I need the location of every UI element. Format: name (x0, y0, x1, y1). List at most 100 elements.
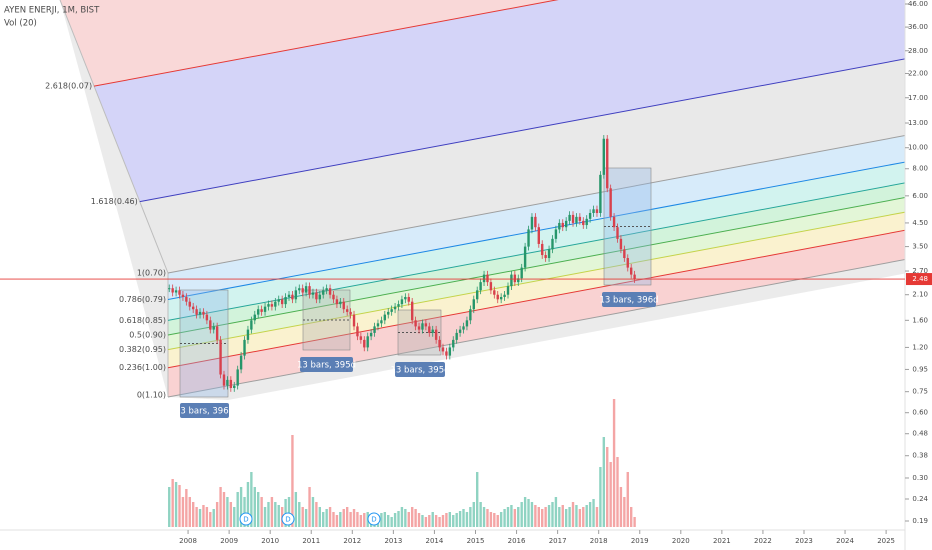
candle-body (352, 314, 356, 327)
candle-body (568, 214, 571, 221)
volume-bar (250, 472, 253, 527)
candle-body (315, 292, 318, 300)
candle-body (530, 216, 534, 230)
candle-body (513, 274, 517, 283)
last-price-bg (906, 273, 932, 286)
volume-bar (349, 512, 352, 527)
volume-bar (287, 497, 291, 527)
fib-band (168, 212, 905, 368)
dividend-label: D (371, 516, 376, 524)
volume-bar (434, 515, 438, 527)
last-price-label: 2.48 (912, 275, 928, 283)
volume-bar (322, 512, 325, 527)
candle-body (578, 216, 582, 221)
candle-body (588, 213, 592, 219)
fib-line (167, 229, 905, 369)
volume-bar (239, 487, 243, 527)
candle-body (308, 286, 311, 295)
candle-body (339, 301, 342, 305)
candle-body (421, 323, 424, 330)
fib-band (168, 230, 905, 397)
candle-body (356, 326, 359, 337)
volume-bar (588, 502, 592, 527)
x-tick-label: 2025 (877, 537, 895, 545)
volume-bar (168, 487, 171, 527)
candle-body (571, 214, 575, 223)
candle-body (250, 320, 253, 330)
x-tick-label: 2018 (590, 537, 608, 545)
candle-body (561, 222, 564, 228)
volume-bar (599, 467, 602, 527)
volume-bar (233, 507, 236, 527)
candle-body (517, 278, 520, 283)
fib-line (139, 58, 905, 203)
volume-bar (414, 509, 417, 527)
volume-bar (243, 497, 246, 527)
volume-bar (633, 517, 636, 527)
volume-bar (452, 515, 455, 527)
candle-body (328, 288, 332, 295)
candle-body (373, 326, 376, 333)
volume-bar (496, 515, 499, 527)
candle-body (205, 314, 209, 321)
date-range-label-bg (300, 357, 353, 372)
x-tick-label: 2011 (302, 537, 320, 545)
candle-body (472, 299, 475, 310)
volume-bar (202, 505, 205, 527)
y-tick-label: 2.10 (912, 291, 928, 299)
candle-body (191, 306, 195, 310)
volume-bar (489, 512, 493, 527)
y-tick-label: 0.30 (912, 474, 928, 482)
y-tick-label: 3.50 (912, 243, 928, 251)
candle-body (602, 138, 606, 175)
fib-band (139, 58, 905, 273)
fib-label: 0.382(0.95) (119, 345, 166, 354)
candle-body (202, 311, 205, 315)
y-tick-label: 36.00 (908, 23, 928, 31)
candle-body (537, 227, 540, 244)
candle-body (503, 294, 506, 297)
date-range-box (302, 289, 351, 351)
volume-bar (448, 512, 452, 527)
candle-body (595, 209, 599, 214)
candle-body (510, 274, 513, 287)
candle-body (547, 249, 551, 259)
volume-bar (462, 509, 465, 527)
x-tick-label: 2013 (384, 537, 402, 545)
candle-body (209, 320, 212, 330)
y-tick-label: 10.00 (908, 144, 928, 152)
volume-bar (267, 502, 270, 527)
volume-bar (380, 513, 383, 527)
y-tick-label: 6.00 (912, 192, 928, 200)
candle-body (212, 326, 215, 330)
candle-body (359, 336, 363, 340)
candle-body (493, 290, 496, 295)
volume-bar (517, 507, 520, 527)
candle-body (410, 301, 414, 321)
y-tick-label: 0.60 (912, 409, 928, 417)
candle-body (527, 229, 530, 247)
volume-bar (438, 517, 441, 527)
y-tick-label: 46.00 (908, 0, 928, 8)
volume-bar (318, 507, 321, 527)
volume-bar (363, 513, 366, 527)
indicator-title: Vol (20) (4, 19, 37, 29)
volume-bar (311, 497, 315, 527)
volume-bar (619, 487, 623, 527)
y-tick-label: 17.00 (908, 94, 928, 102)
volume-bar (270, 497, 274, 527)
volume-bar (328, 507, 332, 527)
candle-body (301, 288, 304, 293)
candle-body (181, 294, 185, 297)
candle-body (506, 286, 510, 295)
candle-body (345, 309, 349, 312)
symbol-title: AYEN ENERJI, 1M, BIST (4, 6, 100, 16)
candle-body (428, 326, 431, 333)
candle-body (174, 290, 178, 293)
volume-bar (404, 509, 407, 527)
volume-bar (465, 512, 469, 527)
volume-bar (315, 502, 318, 527)
candle-body (554, 229, 558, 239)
volume-bar (472, 502, 475, 527)
volume-bar (513, 509, 517, 527)
